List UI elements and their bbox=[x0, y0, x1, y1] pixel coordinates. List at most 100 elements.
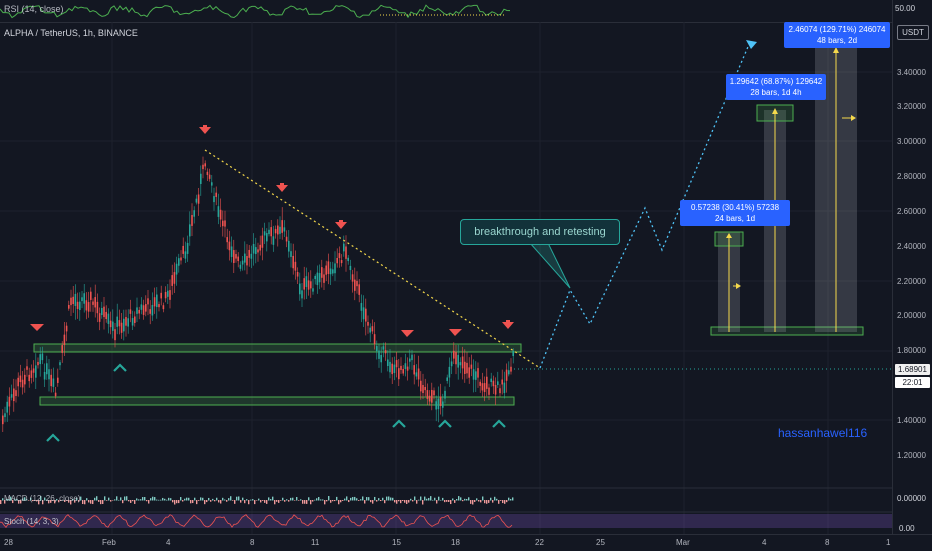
candle-body bbox=[2, 415, 4, 425]
macd-bar bbox=[6, 498, 8, 501]
macd-bar bbox=[322, 499, 324, 501]
time-tick: 25 bbox=[596, 538, 605, 547]
candle-body bbox=[501, 379, 503, 385]
candle-body bbox=[488, 387, 490, 395]
candle-body bbox=[10, 394, 13, 398]
macd-bar bbox=[198, 500, 200, 501]
candle-body bbox=[459, 362, 462, 366]
price-tick: 3.20000 bbox=[897, 102, 926, 111]
macd-bar bbox=[504, 500, 506, 504]
macd-bar bbox=[256, 500, 258, 501]
candle-body bbox=[448, 366, 451, 378]
macd-bar bbox=[414, 496, 416, 501]
macd-bar bbox=[118, 499, 120, 501]
time-tick: 15 bbox=[392, 538, 401, 547]
macd-bar bbox=[384, 500, 386, 504]
measurement-label-2[interactable]: 1.29642 (68.87%) 129642 28 bars, 1d 4h bbox=[726, 74, 826, 100]
candle-body bbox=[391, 363, 393, 375]
macd-bar bbox=[56, 498, 58, 501]
macd-bar bbox=[502, 500, 504, 504]
macd-bar bbox=[158, 499, 160, 501]
macd-bar bbox=[298, 500, 300, 501]
stoch-indicator-label[interactable]: Stoch (14, 3, 3) bbox=[4, 517, 59, 526]
macd-bar bbox=[478, 500, 480, 502]
macd-bar bbox=[130, 500, 132, 503]
candle-body bbox=[8, 396, 11, 407]
macd-bar bbox=[26, 499, 28, 501]
candle-body bbox=[343, 243, 345, 252]
time-axis[interactable]: 28 Feb 4 8 11 15 18 22 25 Mar 4 8 1 bbox=[0, 534, 932, 551]
macd-bar bbox=[104, 496, 106, 501]
price-chart-canvas[interactable] bbox=[0, 0, 892, 534]
macd-bar bbox=[264, 500, 266, 503]
candle-body bbox=[481, 383, 484, 391]
candle-body bbox=[28, 374, 30, 382]
macd-bar bbox=[510, 498, 512, 501]
candle-body bbox=[241, 260, 244, 265]
candle-body bbox=[345, 246, 347, 259]
candle-body bbox=[428, 395, 431, 402]
candle-body bbox=[230, 246, 233, 257]
candle-body bbox=[43, 371, 46, 380]
rsi-indicator-label[interactable]: RSI (14, close) bbox=[4, 4, 64, 14]
macd-bar bbox=[70, 500, 72, 505]
macd-bar bbox=[402, 500, 404, 502]
candle-body bbox=[497, 381, 499, 385]
candle-body bbox=[164, 291, 167, 299]
candle-body bbox=[208, 174, 211, 179]
macd-bar bbox=[8, 499, 10, 501]
macd-bar bbox=[260, 500, 262, 503]
candle-body bbox=[442, 401, 444, 408]
macd-bar bbox=[268, 497, 270, 501]
breakthrough-callout[interactable]: breakthrough and retesting bbox=[460, 219, 620, 245]
macd-bar bbox=[86, 498, 88, 501]
candle-body bbox=[37, 361, 39, 366]
macd-bar bbox=[114, 499, 116, 501]
candle-body bbox=[107, 313, 110, 324]
candle-body bbox=[197, 194, 200, 204]
macd-bar bbox=[134, 500, 136, 504]
macd-bar bbox=[318, 497, 320, 501]
chart-symbol-title[interactable]: ALPHA / TetherUS, 1h, BINANCE bbox=[4, 28, 138, 38]
measurement-2-duration: 28 bars, 1d 4h bbox=[750, 88, 802, 97]
macd-bar bbox=[176, 500, 178, 504]
price-tick: 1.40000 bbox=[897, 416, 926, 425]
candle-body bbox=[404, 363, 407, 369]
macd-indicator-label[interactable]: MACD (12, 26, close) bbox=[4, 494, 81, 503]
macd-bar bbox=[146, 500, 148, 502]
candle-body bbox=[171, 275, 173, 286]
macd-bar bbox=[144, 497, 146, 501]
candle-body bbox=[508, 370, 510, 375]
rsi-pane[interactable] bbox=[0, 0, 892, 23]
macd-bar bbox=[416, 500, 418, 504]
measurement-label-1[interactable]: 0.57238 (30.41%) 57238 24 bars, 1d bbox=[680, 200, 790, 226]
macd-bar bbox=[244, 500, 246, 504]
macd-bar bbox=[320, 499, 322, 501]
candle-body bbox=[512, 350, 514, 357]
candle-body bbox=[120, 322, 123, 333]
macd-bar bbox=[330, 500, 332, 503]
macd-bar bbox=[32, 500, 34, 502]
macd-bar bbox=[76, 497, 78, 501]
candle-body bbox=[101, 307, 103, 316]
price-axis[interactable]: 3.40000 3.20000 3.00000 2.80000 2.60000 … bbox=[892, 0, 932, 534]
candle-body bbox=[142, 305, 145, 315]
macd-bar bbox=[266, 500, 268, 504]
macd-bar bbox=[46, 499, 48, 501]
candle-body bbox=[195, 198, 198, 203]
price-tick: 2.00000 bbox=[897, 311, 926, 320]
macd-bar bbox=[82, 500, 84, 504]
candle-body bbox=[127, 318, 129, 327]
currency-badge[interactable]: USDT bbox=[897, 25, 929, 40]
macd-bar bbox=[18, 500, 20, 504]
macd-bar bbox=[494, 496, 496, 501]
macd-bar bbox=[476, 498, 478, 501]
candle-body bbox=[85, 300, 88, 311]
macd-bar bbox=[334, 500, 336, 502]
descending-trendline bbox=[204, 149, 541, 369]
measurement-label-3[interactable]: 2.46074 (129.71%) 246074 48 bars, 2d bbox=[784, 22, 890, 48]
measurement-3-duration: 48 bars, 2d bbox=[816, 36, 858, 45]
macd-bar bbox=[68, 500, 70, 503]
macd-bar bbox=[342, 500, 344, 501]
candle-body bbox=[19, 375, 22, 383]
